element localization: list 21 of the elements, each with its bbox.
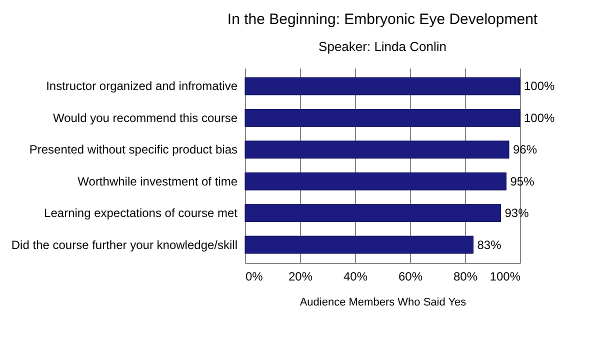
data-label: 100% [524,110,556,125]
x-tick-label: 60% [398,270,423,284]
x-tick-label: 0% [246,270,264,284]
y-tick-label: Learning expectations of course met [44,206,238,220]
y-tick-label: Did the course further your knowledge/skill [11,238,238,252]
x-tick-label: 100% [490,270,521,284]
data-label: 100% [524,79,556,94]
y-tick-label: Instructor organized and infromative [46,79,238,94]
y-tick-label: Presented without specific product bias [29,142,238,157]
data-label: 83% [477,238,502,252]
data-label: 95% [510,174,535,188]
y-tick-label: Worthwhile investment of time [78,174,238,188]
y-tick-label: Would you recommend this course [52,110,238,125]
x-tick-label: 80% [453,270,478,284]
data-label: 96% [513,142,538,157]
chart-title: In the Beginning: Embryonic Eye Development [227,11,538,28]
x-axis-title: Audience Members Who Said Yes [300,296,467,308]
x-tick-label: 20% [288,270,313,284]
data-label: 93% [504,206,530,220]
chart-subtitle: Speaker: Linda Conlin [318,39,446,54]
x-tick-label: 40% [343,270,368,284]
